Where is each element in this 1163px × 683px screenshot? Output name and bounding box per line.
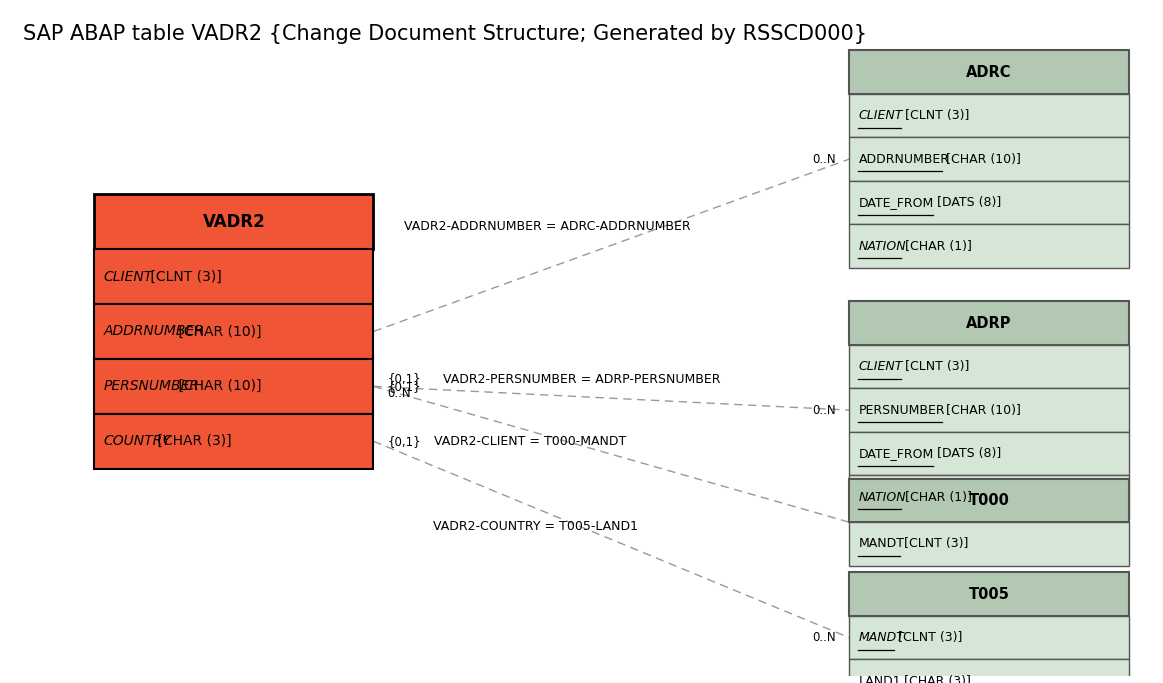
FancyBboxPatch shape: [94, 414, 373, 469]
Text: {0,1}: {0,1}: [387, 435, 421, 448]
FancyBboxPatch shape: [849, 522, 1128, 566]
FancyBboxPatch shape: [849, 51, 1128, 94]
Text: MANDT: MANDT: [858, 538, 905, 550]
Text: [DATS (8)]: [DATS (8)]: [934, 196, 1001, 209]
Text: T005: T005: [969, 587, 1009, 602]
Text: [CHAR (10)]: [CHAR (10)]: [942, 404, 1021, 417]
Text: T000: T000: [969, 493, 1009, 508]
FancyBboxPatch shape: [849, 94, 1128, 137]
FancyBboxPatch shape: [849, 345, 1128, 389]
FancyBboxPatch shape: [849, 572, 1128, 616]
Text: ADRC: ADRC: [966, 65, 1012, 80]
Text: [CHAR (1)]: [CHAR (1)]: [901, 490, 972, 503]
FancyBboxPatch shape: [94, 249, 373, 304]
Text: [CHAR (10)]: [CHAR (10)]: [174, 379, 262, 393]
Text: 0..N: 0..N: [812, 631, 836, 644]
FancyBboxPatch shape: [849, 301, 1128, 345]
Text: VADR2: VADR2: [202, 212, 265, 231]
Text: [CHAR (10)]: [CHAR (10)]: [942, 152, 1021, 165]
FancyBboxPatch shape: [849, 224, 1128, 268]
Text: VADR2-COUNTRY = T005-LAND1: VADR2-COUNTRY = T005-LAND1: [434, 520, 638, 533]
Text: [CHAR (1)]: [CHAR (1)]: [901, 240, 972, 253]
FancyBboxPatch shape: [849, 479, 1128, 522]
FancyBboxPatch shape: [849, 616, 1128, 660]
Text: VADR2-PERSNUMBER = ADRP-PERSNUMBER: VADR2-PERSNUMBER = ADRP-PERSNUMBER: [443, 373, 720, 386]
Text: COUNTRY: COUNTRY: [104, 434, 171, 448]
Text: MANDT: MANDT: [858, 631, 905, 644]
Text: [CLNT (3)]: [CLNT (3)]: [145, 270, 222, 283]
Text: [CLNT (3)]: [CLNT (3)]: [894, 631, 962, 644]
Text: [CLNT (3)]: [CLNT (3)]: [901, 360, 969, 373]
Text: {0,1}: {0,1}: [387, 380, 421, 393]
Text: [DATS (8)]: [DATS (8)]: [934, 447, 1001, 460]
Text: ADDRNUMBER: ADDRNUMBER: [104, 324, 205, 339]
Text: NATION: NATION: [858, 240, 906, 253]
FancyBboxPatch shape: [849, 432, 1128, 475]
Text: LAND1: LAND1: [858, 675, 901, 683]
Text: {0,1}
0..N: {0,1} 0..N: [387, 372, 421, 400]
Text: [CLNT (3)]: [CLNT (3)]: [900, 538, 969, 550]
Text: ADDRNUMBER: ADDRNUMBER: [858, 152, 949, 165]
Text: 0..N: 0..N: [812, 404, 836, 417]
FancyBboxPatch shape: [94, 304, 373, 359]
Text: [CHAR (3)]: [CHAR (3)]: [152, 434, 231, 448]
FancyBboxPatch shape: [849, 181, 1128, 224]
Text: [CHAR (3)]: [CHAR (3)]: [900, 675, 971, 683]
FancyBboxPatch shape: [94, 194, 373, 249]
Text: VADR2-ADDRNUMBER = ADRC-ADDRNUMBER: VADR2-ADDRNUMBER = ADRC-ADDRNUMBER: [404, 220, 691, 233]
FancyBboxPatch shape: [849, 389, 1128, 432]
FancyBboxPatch shape: [94, 359, 373, 414]
FancyBboxPatch shape: [849, 137, 1128, 181]
Text: [CLNT (3)]: [CLNT (3)]: [901, 109, 969, 122]
Text: CLIENT: CLIENT: [858, 109, 902, 122]
Text: CLIENT: CLIENT: [104, 270, 152, 283]
FancyBboxPatch shape: [849, 660, 1128, 683]
Text: PERSNUMBER: PERSNUMBER: [858, 404, 946, 417]
Text: VADR2-CLIENT = T000-MANDT: VADR2-CLIENT = T000-MANDT: [434, 434, 627, 447]
FancyBboxPatch shape: [849, 475, 1128, 519]
Text: DATE_FROM: DATE_FROM: [858, 447, 934, 460]
Text: NATION: NATION: [858, 490, 906, 503]
Text: 0..N: 0..N: [812, 152, 836, 165]
Text: [CHAR (10)]: [CHAR (10)]: [174, 324, 262, 339]
Text: DATE_FROM: DATE_FROM: [858, 196, 934, 209]
Text: PERSNUMBER: PERSNUMBER: [104, 379, 199, 393]
Text: SAP ABAP table VADR2 {Change Document Structure; Generated by RSSCD000}: SAP ABAP table VADR2 {Change Document St…: [23, 24, 868, 44]
Text: CLIENT: CLIENT: [858, 360, 902, 373]
Text: ADRP: ADRP: [966, 316, 1012, 331]
